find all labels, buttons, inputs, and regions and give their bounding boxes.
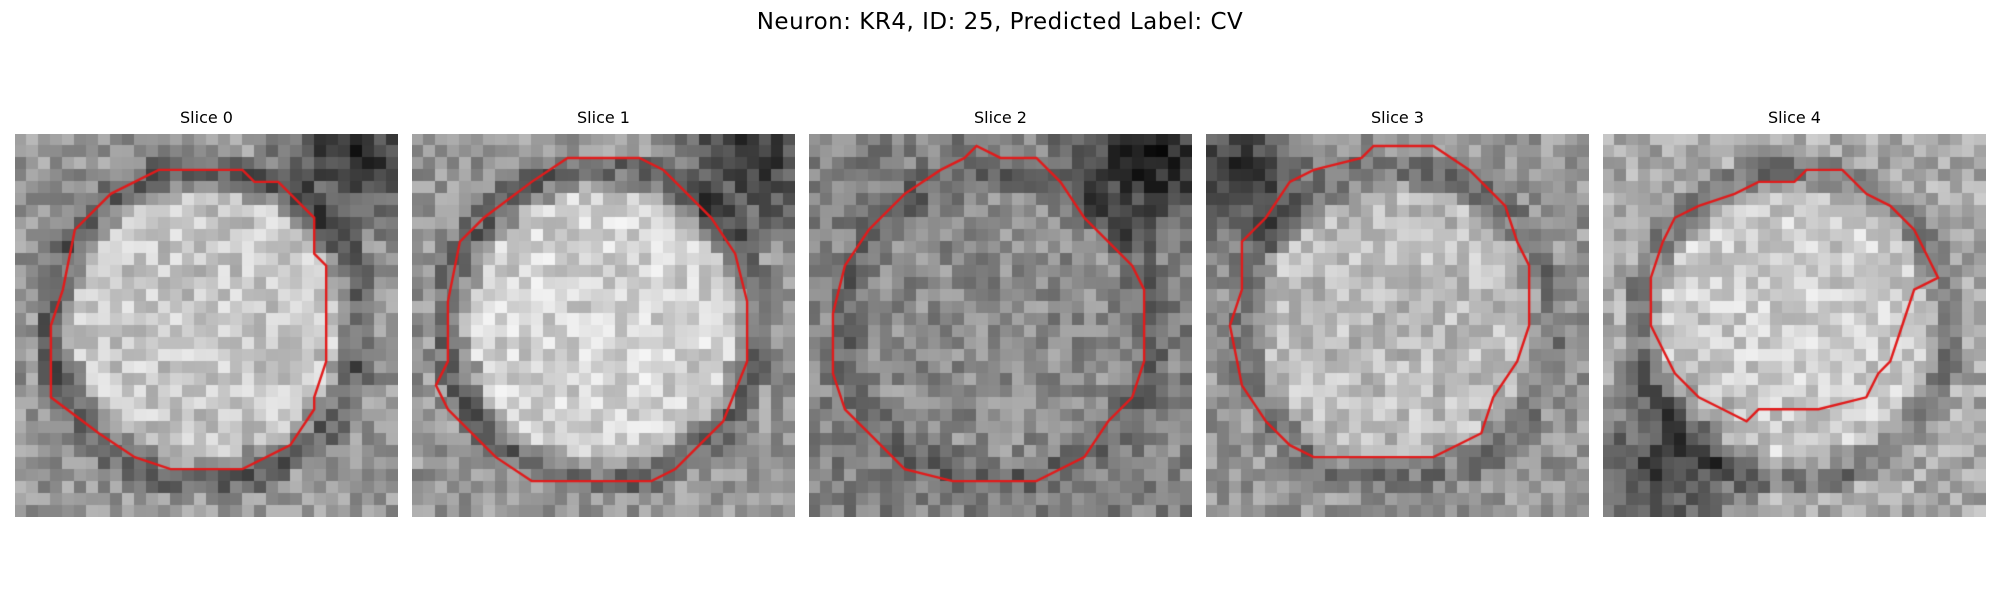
panel-title: Slice 2 xyxy=(974,108,1027,127)
panel-title: Slice 1 xyxy=(577,108,630,127)
slice-image xyxy=(1206,134,1589,517)
panel-title: Slice 0 xyxy=(180,108,233,127)
slice-image xyxy=(809,134,1192,517)
slice-image xyxy=(15,134,398,517)
slice-image xyxy=(1603,134,1986,517)
panel-title: Slice 4 xyxy=(1768,108,1821,127)
figure-title: Neuron: KR4, ID: 25, Predicted Label: CV xyxy=(756,9,1244,35)
panel-title: Slice 3 xyxy=(1371,108,1424,127)
slice-image xyxy=(412,134,795,517)
